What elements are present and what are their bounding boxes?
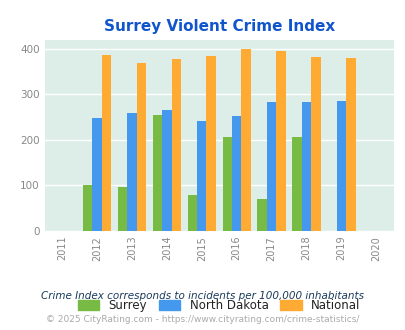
Bar [127,113,136,231]
Bar [206,55,215,231]
Bar [117,187,127,231]
Bar [231,116,241,231]
Legend: Surrey, North Dakota, National: Surrey, North Dakota, National [73,294,364,317]
Bar [311,57,320,231]
Title: Surrey Violent Crime Index: Surrey Violent Crime Index [103,19,334,34]
Bar [276,51,285,231]
Bar [171,59,181,231]
Text: © 2025 CityRating.com - https://www.cityrating.com/crime-statistics/: © 2025 CityRating.com - https://www.city… [46,315,359,324]
Bar [345,58,355,231]
Bar [292,137,301,231]
Bar [102,55,111,231]
Bar [152,115,162,231]
Bar [187,195,196,231]
Bar [92,118,102,231]
Bar [136,63,146,231]
Bar [301,103,311,231]
Bar [266,103,276,231]
Bar [222,137,231,231]
Bar [241,49,250,231]
Bar [257,199,266,231]
Bar [336,101,345,231]
Bar [83,185,92,231]
Bar [196,121,206,231]
Bar [162,110,171,231]
Text: Crime Index corresponds to incidents per 100,000 inhabitants: Crime Index corresponds to incidents per… [41,291,364,301]
